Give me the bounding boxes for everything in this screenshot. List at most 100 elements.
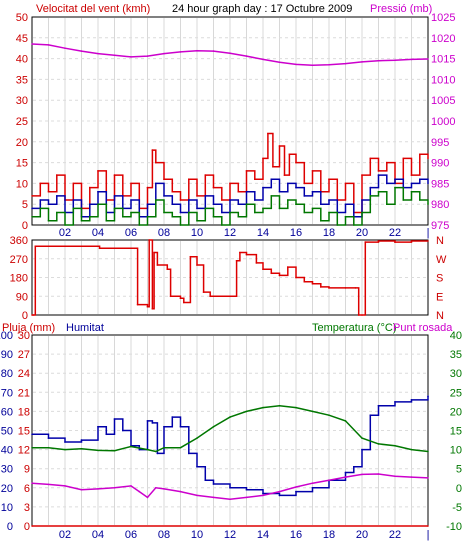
wind-gust-line-point [427,157,429,160]
rain-tick: 30 [18,330,30,342]
wind-speed-tick: 35 [16,74,28,86]
wind-x-label: 22 [389,227,401,239]
wind-direction-line-point [410,240,413,242]
wind-average-line-point [171,203,174,205]
rain-axis-title: Pluja (mm) [2,322,55,334]
direction-compass-tick: N [436,310,444,322]
pressure-tick: 975 [431,220,449,232]
wind-average-line-point [311,190,314,193]
wind-x-label: 06 [125,227,137,239]
wind-minimum-line-point [204,207,207,210]
humidity-line-point [427,395,429,397]
wind-speed-tick: 50 [16,12,28,24]
wind-minimum-line-point [97,203,99,205]
dewpoint-line-point [64,485,66,487]
wind-direction-line-point [303,280,306,283]
wind-gust-line-point [221,199,223,201]
humidity-tick: 0 [7,521,13,533]
temperature-line-point [361,437,363,439]
wind-direction-line-point [361,314,363,316]
wind-gust-line-point [303,182,306,185]
wind-direction-line-point [364,241,367,243]
pressure-line-point [427,58,429,60]
wind-gust-line-point [386,161,388,164]
bottom-x-label: 12 [224,529,236,541]
humidity-tick: 90 [1,349,13,361]
pressure-line-point [64,47,66,49]
dewpoint-line-point [138,490,141,493]
wind-gust-line-point [151,149,154,151]
humidity-line-point [80,439,83,441]
humidity-tick: 70 [1,387,13,399]
dewpoint-line-point [146,496,149,499]
wind-minimum-line-point [89,215,91,218]
humidity-line-point [394,401,396,403]
pressure-tick: 985 [431,178,449,190]
wind-x-label: 08 [158,227,170,239]
wind-direction-line-point [156,264,159,266]
temperature-line-point [278,404,281,407]
wind-gust-line-point [31,195,33,197]
temperature-line-point [212,425,215,428]
wind-average-line-point [212,203,215,205]
wind-minimum-line-point [155,199,157,201]
pressure-line-point [31,43,33,45]
dewpoint-line-point [47,483,50,486]
wind-minimum-line-point [295,203,297,205]
direction-compass-tick: S [436,273,443,285]
wind-average-line-point [303,195,306,197]
temperature-line-point [163,446,165,449]
pressure-line-point [146,55,149,57]
wind-gust-line-point [328,178,330,180]
wind-direction-line-point [235,260,238,262]
wind-speed-tick: 25 [16,116,28,128]
wind-x-label: 12 [224,227,236,239]
pressure-line-point [410,58,413,61]
wind-x-label: 02 [59,227,71,239]
pressure-line-point [344,62,347,65]
rain-tick: 9 [24,464,30,476]
pressure-tick: 1015 [431,54,455,66]
wind-minimum-line-point [427,203,429,205]
dewpoint-line-point [394,475,396,478]
wind-gust-line-point [295,161,297,164]
temperature-line-point [295,406,297,409]
wind-direction-line-point [427,240,429,242]
wind-x-label: 16 [290,227,302,239]
wind-direction-line-point [136,303,139,306]
temperature-line-point [229,416,231,418]
temperature-line-point [146,448,149,451]
wind-minimum-line-point [402,199,405,201]
wind-direction-line-point [166,268,169,271]
pressure-line-point [328,64,330,66]
dewpoint-line-point [311,482,314,485]
rain-tick: 0 [24,521,30,533]
pressure-line-point [196,49,198,52]
wind-direction-line-point [153,251,155,254]
wind-direction-line-point [377,240,380,242]
wind-minimum-line-point [320,220,322,222]
temperature-line-point [179,446,182,449]
wind-average-line-point [361,199,363,201]
direction-degree-tick: 90 [16,291,28,303]
temperature-line-point [97,449,99,452]
wind-gust-line-point [344,182,347,185]
wind-speed-tick: 5 [22,199,28,211]
wind-direction-line-point [31,314,33,316]
temperature-line-point [130,445,132,448]
wind-gust-line-point [130,182,132,185]
wind-average-line-point [56,195,58,197]
wind-average-line-point [47,203,50,205]
humidity-line-point [156,452,159,455]
temperature-tick: 15 [450,426,462,438]
rain-line-point [427,525,429,527]
wind-direction-line-point [133,247,136,250]
wind-direction-line-point [179,297,182,300]
wind-direction-line-point [151,308,154,310]
wind-gust-line-point [171,190,174,193]
pressure-line-point [245,55,248,57]
wind-direction-line-point [394,241,396,243]
direction-degree-tick: 180 [10,273,28,285]
wind-minimum-line-point [237,215,240,218]
temperature-line-point [427,450,429,453]
